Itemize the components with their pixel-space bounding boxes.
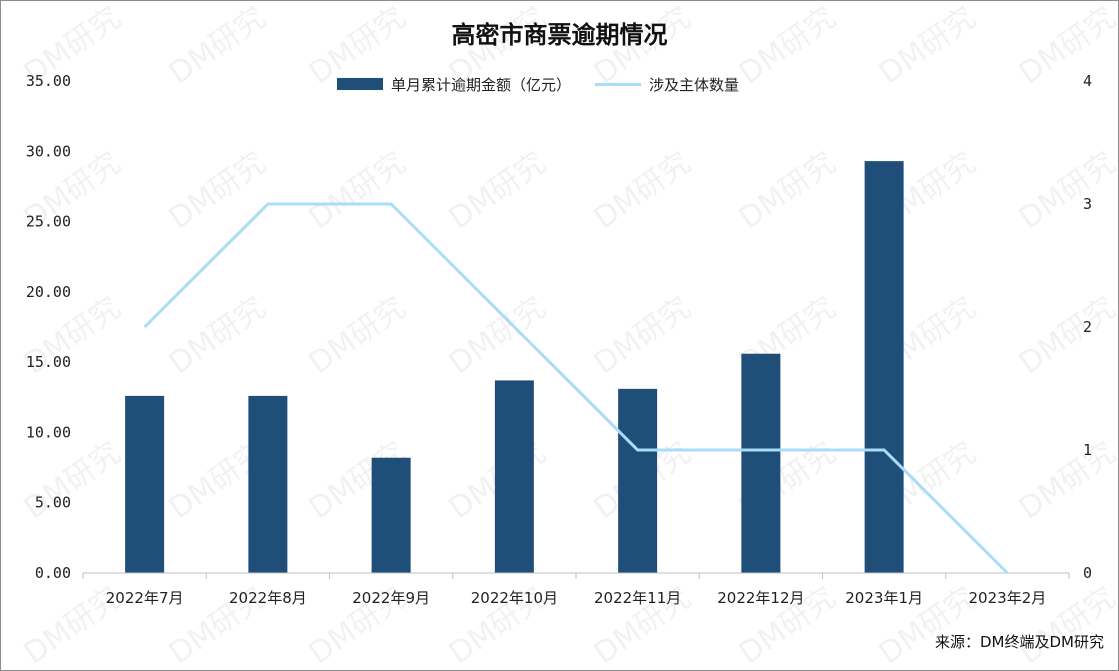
bar-mark [864,161,904,573]
y-left-tick-label: 25.00 [26,213,71,231]
x-tick-label: 2023年2月 [969,589,1047,607]
y-right-tick-label: 0 [1083,564,1092,582]
x-tick-label: 2022年12月 [717,589,804,607]
legend-label-line: 涉及主体数量 [649,75,740,94]
x-tick-label: 2022年11月 [594,589,681,607]
y-left-tick-label: 15.00 [26,353,71,371]
x-tick-label: 2022年7月 [106,589,184,607]
x-tick-label: 2022年10月 [471,589,558,607]
y-left-tick-label: 0.00 [35,564,71,582]
bar-mark [494,380,534,573]
x-tick-label: 2022年8月 [229,589,307,607]
x-tick-label: 2022年9月 [352,589,430,607]
legend-swatch-bar [337,78,383,90]
legend: 单月累计逾期金额（亿元） 涉及主体数量 [337,73,763,95]
y-right-tick-label: 2 [1083,318,1092,336]
bar-mark [125,395,165,573]
line-series [143,202,1009,575]
bar-mark [741,353,781,573]
source-note: 来源：DM终端及DM研究 [935,633,1104,651]
y-left-tick-label: 5.00 [35,494,71,512]
bar-mark [371,457,411,573]
y-left-tick-label: 10.00 [26,423,71,441]
y-left-tick-label: 35.00 [26,72,71,90]
x-tick-label: 2023年1月 [845,589,923,607]
legend-swatch-line [595,82,642,86]
y-right-tick-label: 1 [1083,441,1092,459]
bar-mark [618,388,658,573]
bar-mark [248,395,288,573]
y-right-tick-label: 3 [1083,195,1092,213]
legend-item-line: 涉及主体数量 [595,74,739,95]
chart-title: 高密市商票逾期情况 [451,20,668,49]
y-left-tick-label: 30.00 [26,142,71,160]
legend-item-bar: 单月累计逾期金额（亿元） [337,74,571,95]
y-right-tick-label: 4 [1083,72,1092,90]
legend-label-bar: 单月累计逾期金额（亿元） [391,75,572,94]
y-left-tick-label: 20.00 [26,283,71,301]
